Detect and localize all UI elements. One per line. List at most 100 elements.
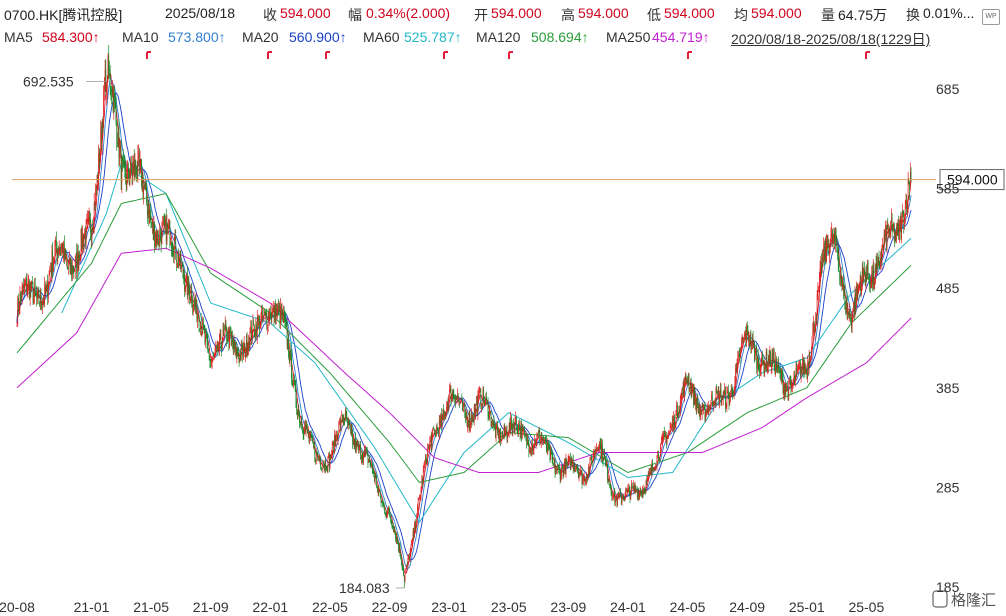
candle-body bbox=[751, 338, 753, 346]
candle-body bbox=[162, 223, 163, 225]
candle-body bbox=[227, 338, 228, 341]
candle-body bbox=[157, 232, 159, 243]
candle-body bbox=[363, 449, 365, 452]
candle-body bbox=[689, 387, 691, 389]
candle-body bbox=[204, 328, 206, 341]
candle-body bbox=[868, 277, 870, 280]
ma120-name: MA120 bbox=[476, 29, 521, 45]
candle-body bbox=[518, 423, 519, 431]
candle-body bbox=[610, 484, 611, 489]
candle-body bbox=[574, 465, 576, 471]
candle-body bbox=[191, 291, 193, 304]
candle-body bbox=[426, 462, 428, 463]
candle-body bbox=[313, 446, 315, 447]
candle-body bbox=[749, 340, 750, 346]
candle-body bbox=[79, 255, 80, 258]
candle-body bbox=[527, 439, 528, 445]
candle-body bbox=[386, 514, 388, 517]
candle-body bbox=[585, 481, 586, 483]
candle-body bbox=[527, 437, 529, 444]
candle-body bbox=[408, 556, 410, 559]
candle-body bbox=[366, 450, 368, 453]
candle-body bbox=[344, 419, 345, 422]
candle-body bbox=[759, 368, 760, 373]
candle-body bbox=[394, 529, 396, 534]
candle-body bbox=[133, 159, 135, 173]
candle-body bbox=[888, 228, 889, 230]
candle-body bbox=[149, 211, 150, 224]
candle-body bbox=[293, 376, 295, 386]
candle-body bbox=[262, 317, 264, 319]
candle-body bbox=[620, 496, 622, 503]
candle-body bbox=[872, 270, 873, 285]
candle-body bbox=[100, 127, 102, 155]
candle-body bbox=[785, 387, 787, 392]
candle-body bbox=[767, 366, 768, 372]
candle-body bbox=[176, 259, 177, 263]
candle-body bbox=[247, 349, 249, 355]
candle-body bbox=[450, 388, 452, 402]
candle-body bbox=[58, 249, 59, 253]
candle-body bbox=[363, 452, 364, 463]
candle-body bbox=[366, 448, 367, 451]
candle-body bbox=[119, 148, 121, 159]
candle-body bbox=[419, 495, 421, 497]
candle-body bbox=[101, 122, 103, 146]
candle-body bbox=[68, 263, 70, 267]
candle-body bbox=[691, 388, 693, 397]
candle-body bbox=[834, 230, 836, 243]
candle-body bbox=[747, 329, 749, 341]
candle-body bbox=[369, 460, 370, 463]
x-tick-label: 23-05 bbox=[491, 599, 527, 615]
candle-body bbox=[359, 445, 361, 448]
candle-body bbox=[462, 405, 464, 412]
candle-body bbox=[356, 441, 358, 447]
candle-body bbox=[503, 426, 505, 436]
candle-body bbox=[908, 178, 910, 185]
candle-body bbox=[798, 366, 800, 368]
candle-body bbox=[533, 444, 535, 450]
candle-body bbox=[757, 353, 759, 364]
ma120-value: 508.694↑ bbox=[531, 29, 589, 45]
candle-body bbox=[379, 489, 380, 492]
candle-body bbox=[125, 167, 126, 180]
candle-body bbox=[474, 407, 476, 414]
candle-body bbox=[152, 220, 153, 226]
wp-icon[interactable]: WP bbox=[982, 9, 1000, 25]
candle-body bbox=[502, 435, 504, 438]
candle-body bbox=[494, 427, 495, 429]
candle-body bbox=[500, 438, 502, 442]
candle-body bbox=[724, 389, 726, 395]
candle-body bbox=[859, 280, 861, 287]
candle-body bbox=[695, 399, 696, 405]
candle-body bbox=[396, 536, 398, 542]
candle-body bbox=[273, 306, 275, 319]
candle-body bbox=[160, 232, 161, 237]
candle-body bbox=[883, 235, 885, 250]
candle-body bbox=[256, 317, 258, 337]
candle-body bbox=[886, 224, 888, 247]
candle-body bbox=[666, 437, 668, 444]
candle-body bbox=[362, 456, 364, 461]
candle-body bbox=[172, 247, 174, 252]
candle-body bbox=[197, 314, 198, 322]
candle-body bbox=[221, 342, 223, 349]
candle-body bbox=[339, 420, 340, 424]
candle-body bbox=[163, 217, 165, 220]
candle-body bbox=[644, 492, 646, 494]
candle-body bbox=[272, 305, 274, 310]
candle-body bbox=[609, 484, 610, 485]
candle-body bbox=[270, 312, 271, 317]
date-range-link[interactable]: 2020/08/18-2025/08/18(1229日) bbox=[731, 31, 931, 47]
candle-body bbox=[116, 121, 118, 142]
candle-body bbox=[61, 243, 63, 246]
candle-body bbox=[701, 413, 702, 415]
candle-body bbox=[112, 89, 113, 95]
candle-body bbox=[90, 219, 91, 233]
candle-body bbox=[237, 354, 239, 357]
candle-body bbox=[271, 309, 273, 318]
candle-body bbox=[847, 309, 849, 315]
candle-body bbox=[758, 363, 760, 369]
candle-body bbox=[723, 391, 725, 395]
candle-body bbox=[668, 432, 669, 434]
